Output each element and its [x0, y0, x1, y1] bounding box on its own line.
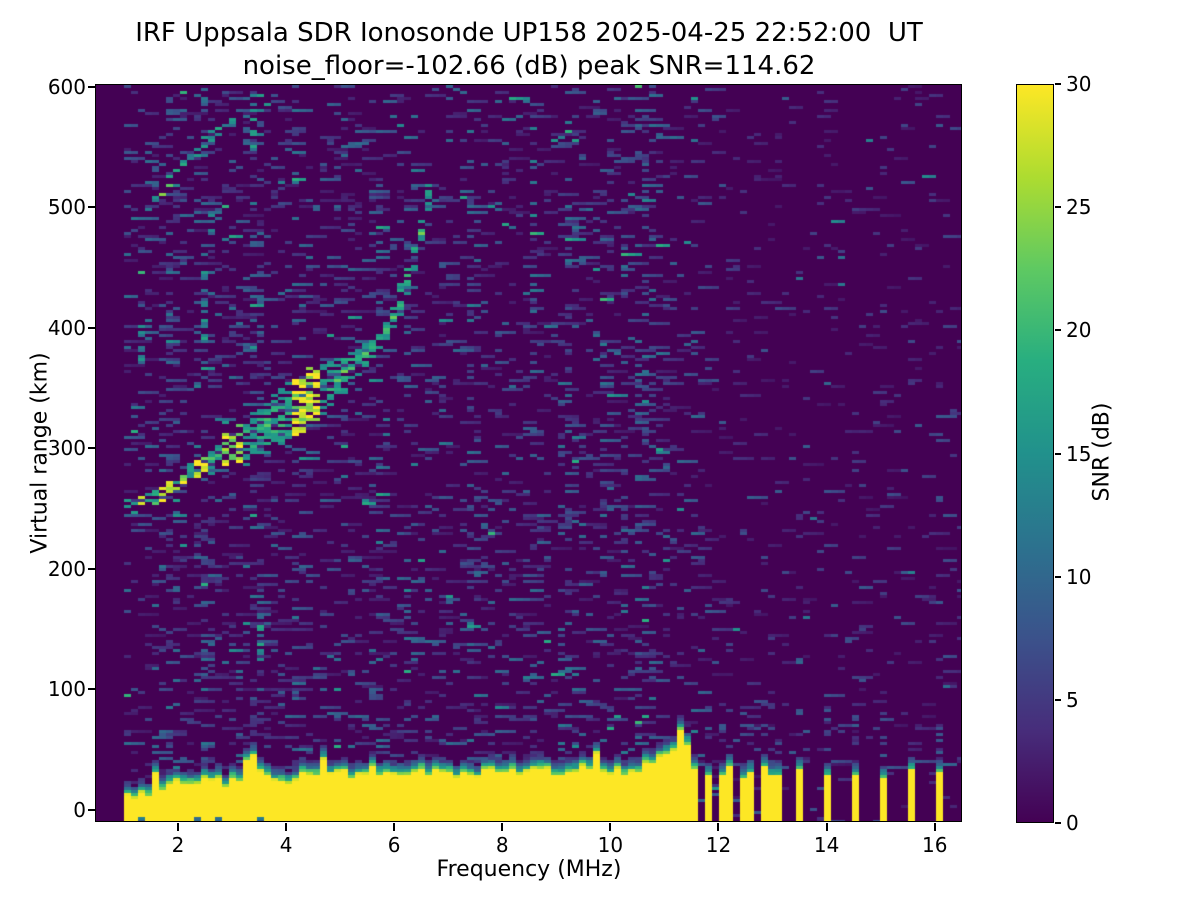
x-tick-mark [176, 823, 179, 831]
colorbar-tick-label: 20 [1066, 318, 1092, 343]
x-axis-label: Frequency (MHz) [436, 857, 622, 882]
colorbar-tick-mark [1055, 329, 1061, 332]
colorbar-tick-mark [1055, 822, 1061, 824]
y-tick-mark [88, 447, 96, 450]
x-tick-mark [393, 823, 396, 831]
colorbar-tick-mark [1055, 452, 1061, 455]
heatmap-canvas [96, 85, 962, 822]
colorbar-tick-mark [1055, 698, 1061, 701]
x-tick-mark [717, 823, 720, 831]
y-tick-mark [88, 688, 96, 691]
y-tick-label: 200 [47, 556, 86, 581]
y-tick-label: 100 [47, 677, 86, 702]
colorbar-tick-mark [1055, 206, 1061, 209]
x-tick-mark [285, 823, 288, 831]
x-tick-label: 8 [495, 833, 509, 857]
x-tick-mark [501, 823, 504, 831]
y-tick-mark [88, 326, 96, 329]
colorbar-label: SNR (dB) [1089, 402, 1115, 502]
colorbar-tick-label: 5 [1066, 687, 1079, 712]
x-tick-mark [825, 823, 828, 831]
y-axis-label: Virtual range (km) [27, 352, 53, 554]
colorbar-tick-label: 10 [1066, 564, 1092, 589]
y-tick-label: 0 [73, 797, 86, 822]
y-tick-label: 500 [47, 195, 86, 220]
colorbar-tick-mark [1055, 575, 1061, 578]
x-tick-label: 6 [387, 833, 401, 857]
x-tick-mark [609, 823, 612, 831]
x-tick-label: 2 [171, 833, 185, 857]
colorbar [1016, 84, 1054, 823]
chart-title: IRF Uppsala SDR Ionosonde UP158 2025-04-… [135, 18, 923, 48]
x-tick-label: 12 [705, 833, 732, 857]
colorbar-tick-label: 0 [1066, 811, 1079, 835]
x-tick-label: 16 [921, 833, 948, 857]
x-tick-label: 10 [597, 833, 624, 857]
colorbar-tick-label: 30 [1066, 72, 1092, 96]
colorbar-tick-mark [1055, 83, 1061, 85]
y-tick-mark [88, 808, 96, 811]
y-tick-mark [88, 85, 96, 88]
y-tick-label: 300 [47, 436, 86, 461]
y-tick-mark [88, 567, 96, 570]
x-tick-label: 4 [279, 833, 293, 857]
chart-subtitle: noise_floor=-102.66 (dB) peak SNR=114.62 [242, 51, 816, 81]
colorbar-tick-label: 15 [1066, 441, 1092, 466]
x-tick-label: 14 [813, 833, 840, 857]
y-tick-label: 600 [47, 74, 86, 99]
y-tick-label: 400 [47, 315, 86, 340]
x-tick-mark [933, 823, 936, 831]
y-tick-mark [88, 206, 96, 209]
colorbar-tick-label: 25 [1066, 195, 1092, 220]
